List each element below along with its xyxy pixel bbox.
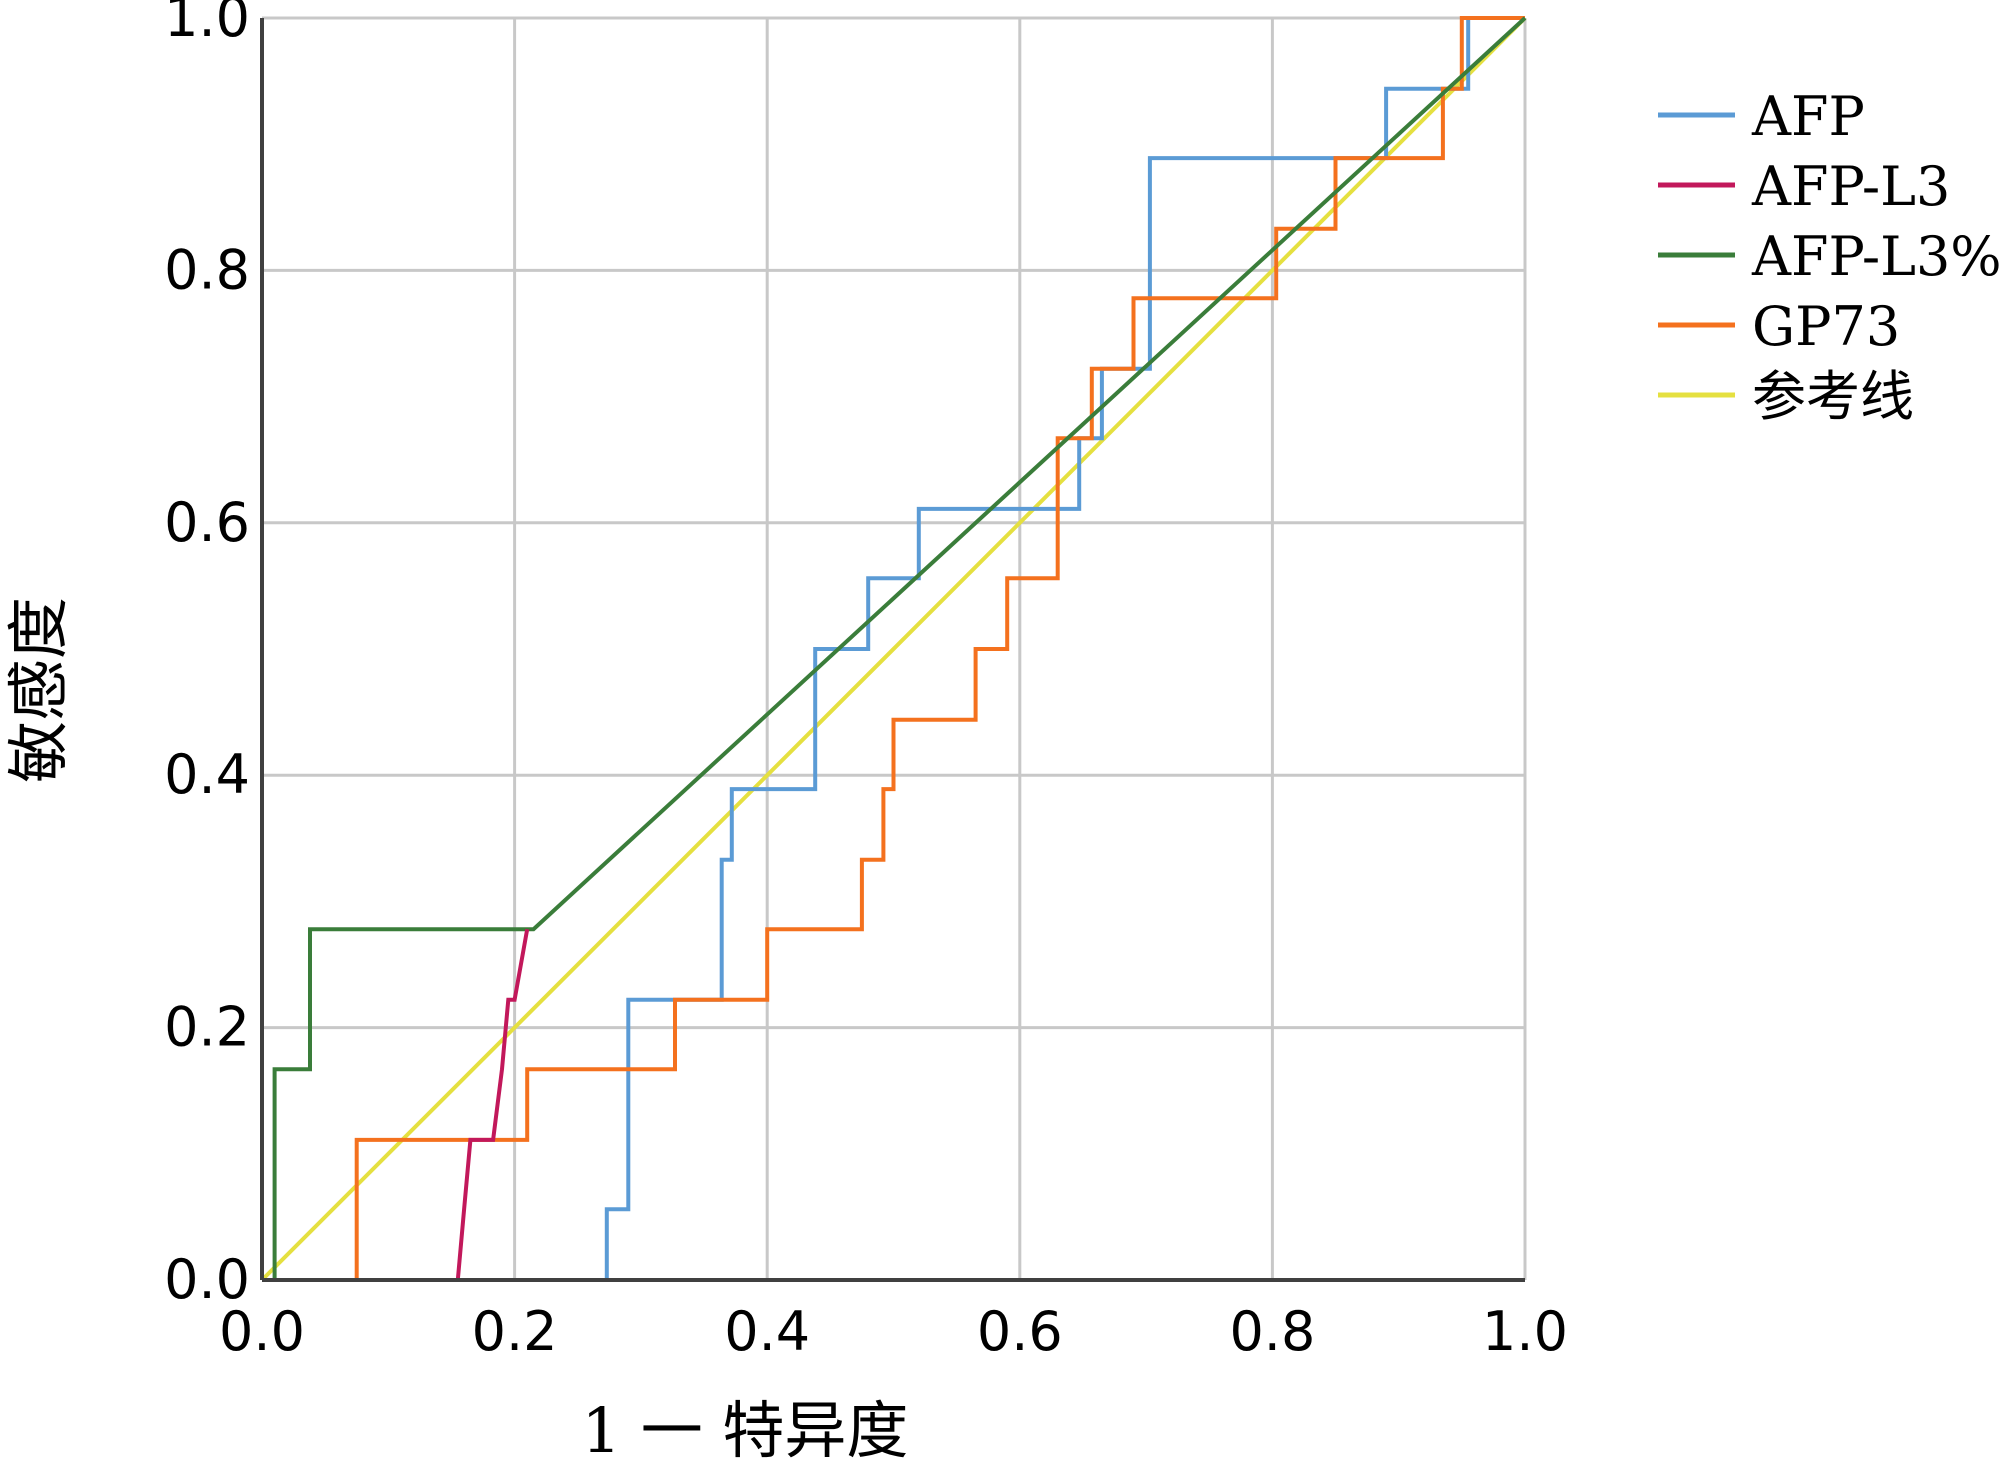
x-tick-label: 0.6 — [977, 1300, 1063, 1363]
series-layer — [260, 16, 1527, 1282]
y-tick-label: 0.6 — [164, 491, 250, 554]
y-tick-label: 0.2 — [164, 996, 250, 1059]
legend-label: AFP-L3 — [1751, 155, 1950, 218]
x-axis-title: 1 一 特异度 — [582, 1394, 909, 1467]
y-tick-label: 0.8 — [164, 238, 250, 301]
y-axis-title: 敏感度 — [2, 597, 75, 783]
x-tick-label: 0.8 — [1229, 1300, 1315, 1363]
tick-labels: 0.0 0.2 0.4 0.6 0.8 1.0 0.0 0.2 0.4 0.6 0.8 1.0 — [164, 0, 1568, 1363]
series-line-afp-l3 — [262, 928, 530, 1282]
legend-label: AFP-L3% — [1751, 225, 2000, 288]
legend-label: AFP — [1751, 85, 1865, 148]
x-tick-label: 0.0 — [219, 1300, 305, 1363]
y-tick-label: 0.4 — [164, 743, 250, 806]
legend-label: 参考线 — [1752, 365, 1914, 428]
legend: AFP AFP-L3 AFP-L3% GP73 参考线 — [1658, 85, 2000, 428]
y-tick-label: 1.0 — [164, 0, 250, 49]
axes — [260, 18, 1525, 1282]
x-tick-label: 0.2 — [472, 1300, 558, 1363]
legend-label: GP73 — [1752, 295, 1900, 358]
y-tick-label: 0.0 — [164, 1248, 250, 1311]
x-tick-label: 1.0 — [1482, 1300, 1568, 1363]
x-tick-label: 0.4 — [724, 1300, 810, 1363]
